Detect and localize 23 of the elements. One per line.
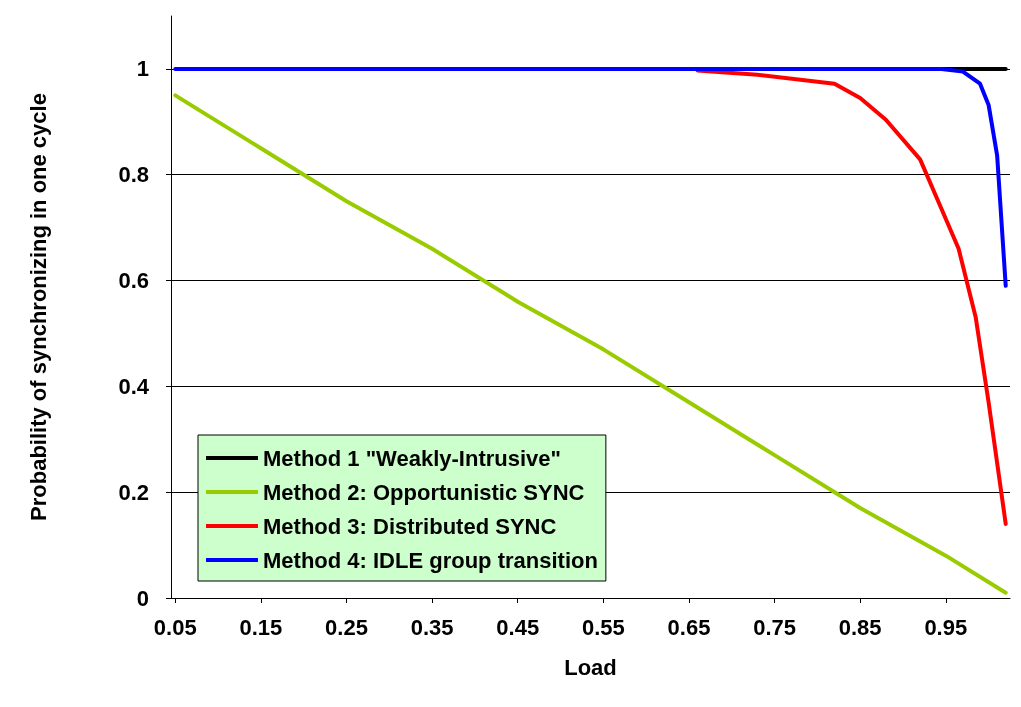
x-tick-label: 0.85 [838,614,882,640]
legend-label: Method 2: Opportunistic SYNC [263,479,585,505]
x-axis-title: Load [564,654,617,680]
legend-label: Method 3: Distributed SYNC [263,513,557,539]
legend-label: Method 4: IDLE group transition [263,547,598,573]
y-tick-label: 1 [136,56,149,82]
y-tick-label: 0 [136,585,149,611]
y-tick-label: 0.2 [118,479,149,505]
y-tick-label: 0.8 [118,162,149,188]
y-axis-title: Probability of synchronizing in one cycle [25,93,51,521]
x-tick-label: 0.65 [667,614,711,640]
y-tick-label: 0.6 [118,268,149,294]
x-tick-label: 0.75 [753,614,796,640]
x-tick-label: 0.25 [325,614,368,640]
x-tick-label: 0.05 [153,614,197,640]
line-series [695,68,1008,526]
x-tick-label: 0.55 [581,614,625,640]
x-tick-label: 0.35 [410,614,454,640]
x-tick-label: 0.95 [924,614,968,640]
legend-label: Method 1 "Weakly-Intrusive" [263,445,561,471]
x-tick-label: 0.15 [239,614,283,640]
x-tick-label: 0.45 [496,614,540,640]
y-tick-label: 0.4 [118,373,150,399]
